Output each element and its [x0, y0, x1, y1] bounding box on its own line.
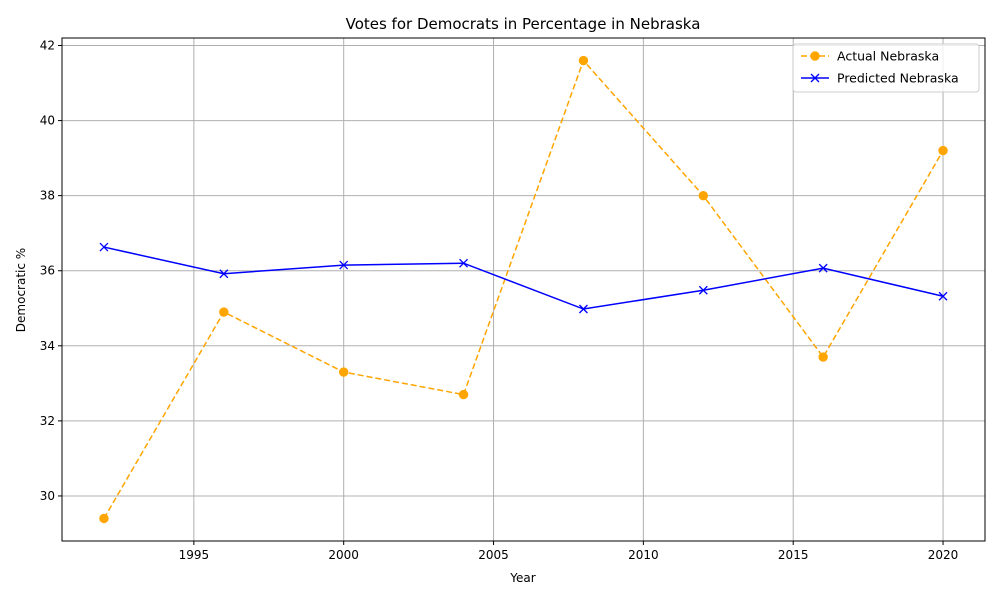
y-tick-label: 30: [40, 489, 55, 503]
y-tick-label: 38: [40, 189, 55, 203]
marker-stroke: [99, 242, 109, 252]
series-actual-nebraska: [99, 55, 948, 524]
plot-frame: [61, 37, 986, 542]
data-point: [938, 291, 948, 301]
data-point: [698, 285, 708, 295]
legend: Actual Nebraska Predicted Nebraska: [792, 43, 980, 93]
data-point: [698, 190, 709, 201]
series-layer: [99, 55, 948, 524]
x-tick-label: 2000: [328, 548, 359, 562]
y-axis-label: Democratic %: [14, 248, 28, 332]
x-tick-label: 1995: [179, 548, 210, 562]
legend-label: Predicted Nebraska: [837, 71, 959, 86]
legend-entry: Actual Nebraska: [801, 49, 939, 64]
chart-title: Votes for Democrats in Percentage in Neb…: [346, 15, 701, 33]
data-point: [219, 269, 229, 279]
x-tick-label: 2005: [478, 548, 509, 562]
data-point: [578, 55, 589, 66]
marker-stroke: [698, 285, 708, 295]
marker-stroke: [339, 260, 349, 270]
x-axis-label: Year: [509, 571, 535, 585]
data-point: [99, 242, 109, 252]
y-tick-label: 34: [40, 339, 55, 353]
marker-stroke: [578, 304, 588, 314]
marker-stroke: [818, 263, 828, 273]
data-point: [459, 258, 469, 268]
x-tick-label: 2015: [778, 548, 809, 562]
data-point: [938, 145, 948, 156]
series-line: [103, 246, 944, 310]
x-axis: 1995 2000 2005 2010 2015 2020: [179, 541, 959, 562]
legend-entry: Predicted Nebraska: [801, 71, 959, 86]
data-point: [339, 260, 349, 270]
data-point: [578, 304, 588, 314]
y-tick-label: 40: [40, 114, 55, 128]
legend-marker: [810, 73, 820, 83]
legend-marker: [810, 51, 820, 61]
marker-stroke: [459, 258, 469, 268]
marker-stroke: [810, 73, 820, 83]
data-point: [219, 307, 229, 317]
x-tick-label: 2020: [928, 548, 959, 562]
data-point: [818, 263, 828, 273]
series-line: [103, 59, 944, 519]
legend-box: [792, 43, 980, 93]
marker-stroke: [219, 269, 229, 279]
legend-label: Actual Nebraska: [837, 49, 939, 64]
x-tick-label: 2010: [628, 548, 659, 562]
y-tick-label: 42: [40, 39, 55, 53]
data-point: [818, 352, 828, 362]
series-predicted-nebraska: [99, 242, 948, 314]
data-point: [458, 389, 469, 400]
y-axis: 30 32 34 36 38 40 42: [40, 39, 62, 503]
y-tick-label: 32: [40, 414, 55, 428]
data-point: [99, 513, 109, 524]
data-point: [338, 367, 349, 377]
y-tick-label: 36: [40, 264, 55, 278]
marker-stroke: [938, 291, 948, 301]
